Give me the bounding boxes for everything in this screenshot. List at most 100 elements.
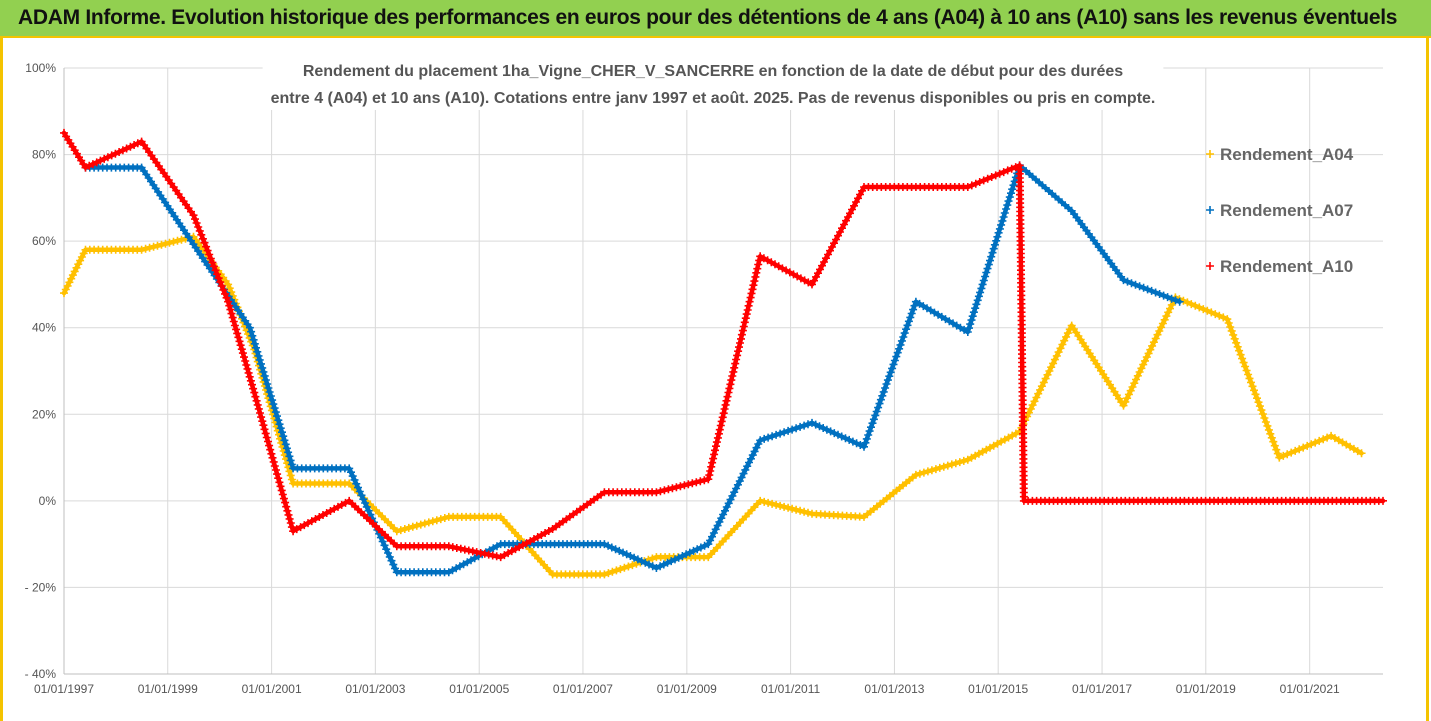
data-point: [896, 340, 905, 349]
data-point: [248, 380, 256, 389]
data-point: [965, 324, 973, 333]
data-point: [232, 325, 241, 334]
data-point: [100, 154, 109, 163]
data-point: [255, 355, 264, 364]
data-point: [875, 399, 884, 408]
data-point: [281, 440, 290, 449]
data-point: [967, 316, 976, 325]
data-point: [253, 347, 262, 356]
data-point: [63, 281, 72, 290]
data-point: [876, 395, 885, 404]
data-point: [252, 343, 260, 352]
data-point: [72, 263, 81, 272]
data-point: [1319, 435, 1328, 444]
data-point: [242, 361, 251, 369]
data-point: [227, 309, 236, 318]
data-point: [208, 258, 217, 267]
data-point: [1226, 323, 1235, 331]
data-point: [1142, 353, 1151, 362]
data-point: [484, 550, 493, 559]
data-point: [1146, 345, 1155, 354]
data-point: [228, 313, 237, 322]
data-point: [279, 432, 288, 441]
data-point: [238, 349, 247, 358]
data-point: [612, 566, 621, 575]
data-point: [600, 570, 609, 579]
data-point: [460, 545, 469, 554]
data-point: [645, 560, 653, 569]
data-point: [268, 453, 277, 462]
data-point: [711, 446, 719, 455]
data-point: [165, 238, 174, 247]
data-point: [967, 181, 976, 190]
data-point: [1123, 394, 1132, 403]
data-point: [772, 430, 781, 439]
frame-border-left: [0, 38, 3, 721]
data-point: [705, 471, 714, 480]
data-point: [354, 483, 362, 492]
data-point: [1139, 360, 1148, 369]
data-point: [656, 487, 665, 496]
data-point: [656, 562, 665, 571]
data-point: [1139, 283, 1148, 292]
legend-item-Rendement_A07: Rendement_A07: [1206, 201, 1353, 220]
data-point: [1257, 406, 1266, 415]
data-point: [879, 387, 888, 396]
data-point: [257, 359, 265, 368]
data-point: [738, 326, 747, 335]
data-point: [251, 392, 260, 401]
data-point: [420, 519, 429, 528]
data-point: [1036, 385, 1045, 394]
data-point: [189, 211, 198, 220]
data-point: [1215, 311, 1224, 320]
data-point: [278, 490, 287, 499]
data-point: [688, 479, 697, 488]
data-point: [736, 339, 744, 347]
data-point: [994, 228, 1003, 237]
data-point: [1005, 193, 1014, 202]
data-point: [1124, 390, 1133, 399]
data-point: [709, 454, 718, 463]
data-point: [217, 282, 226, 290]
data-point: [1315, 436, 1324, 445]
data-point: [1157, 323, 1166, 332]
data-point: [1127, 279, 1136, 288]
data-point: [722, 396, 731, 405]
data-point: [192, 219, 201, 227]
data-point: [1131, 280, 1140, 289]
data-point: [772, 500, 781, 509]
data-point: [712, 438, 721, 447]
data-point: [261, 429, 270, 438]
data-point: [886, 368, 895, 377]
data-point: [436, 515, 445, 524]
y-tick-label: 60%: [32, 234, 56, 248]
x-tick-label: 01/01/2003: [345, 682, 405, 696]
data-point: [264, 437, 272, 446]
data-point: [700, 541, 709, 550]
data-point: [225, 284, 234, 293]
data-point: [236, 341, 245, 350]
chart-series: [60, 128, 1387, 579]
data-point: [1272, 445, 1281, 454]
data-point: [856, 441, 865, 449]
data-point: [153, 241, 162, 250]
data-point: [1251, 390, 1260, 399]
data-point: [279, 494, 288, 503]
x-tick-label: 01/01/2001: [242, 682, 302, 696]
data-point: [1166, 304, 1174, 313]
data-point: [278, 428, 286, 437]
data-point: [1126, 386, 1135, 395]
data-point: [245, 372, 254, 381]
data-point: [243, 364, 252, 373]
data-point: [214, 274, 223, 283]
data-point: [1039, 378, 1048, 387]
data-point: [1258, 410, 1267, 418]
data-point: [275, 478, 284, 487]
series-line-Rendement_A10: [61, 130, 1386, 560]
data-point: [1287, 448, 1296, 457]
data-point: [878, 391, 887, 400]
data-point: [1163, 293, 1172, 302]
data-point: [345, 464, 354, 473]
data-point: [229, 317, 238, 326]
